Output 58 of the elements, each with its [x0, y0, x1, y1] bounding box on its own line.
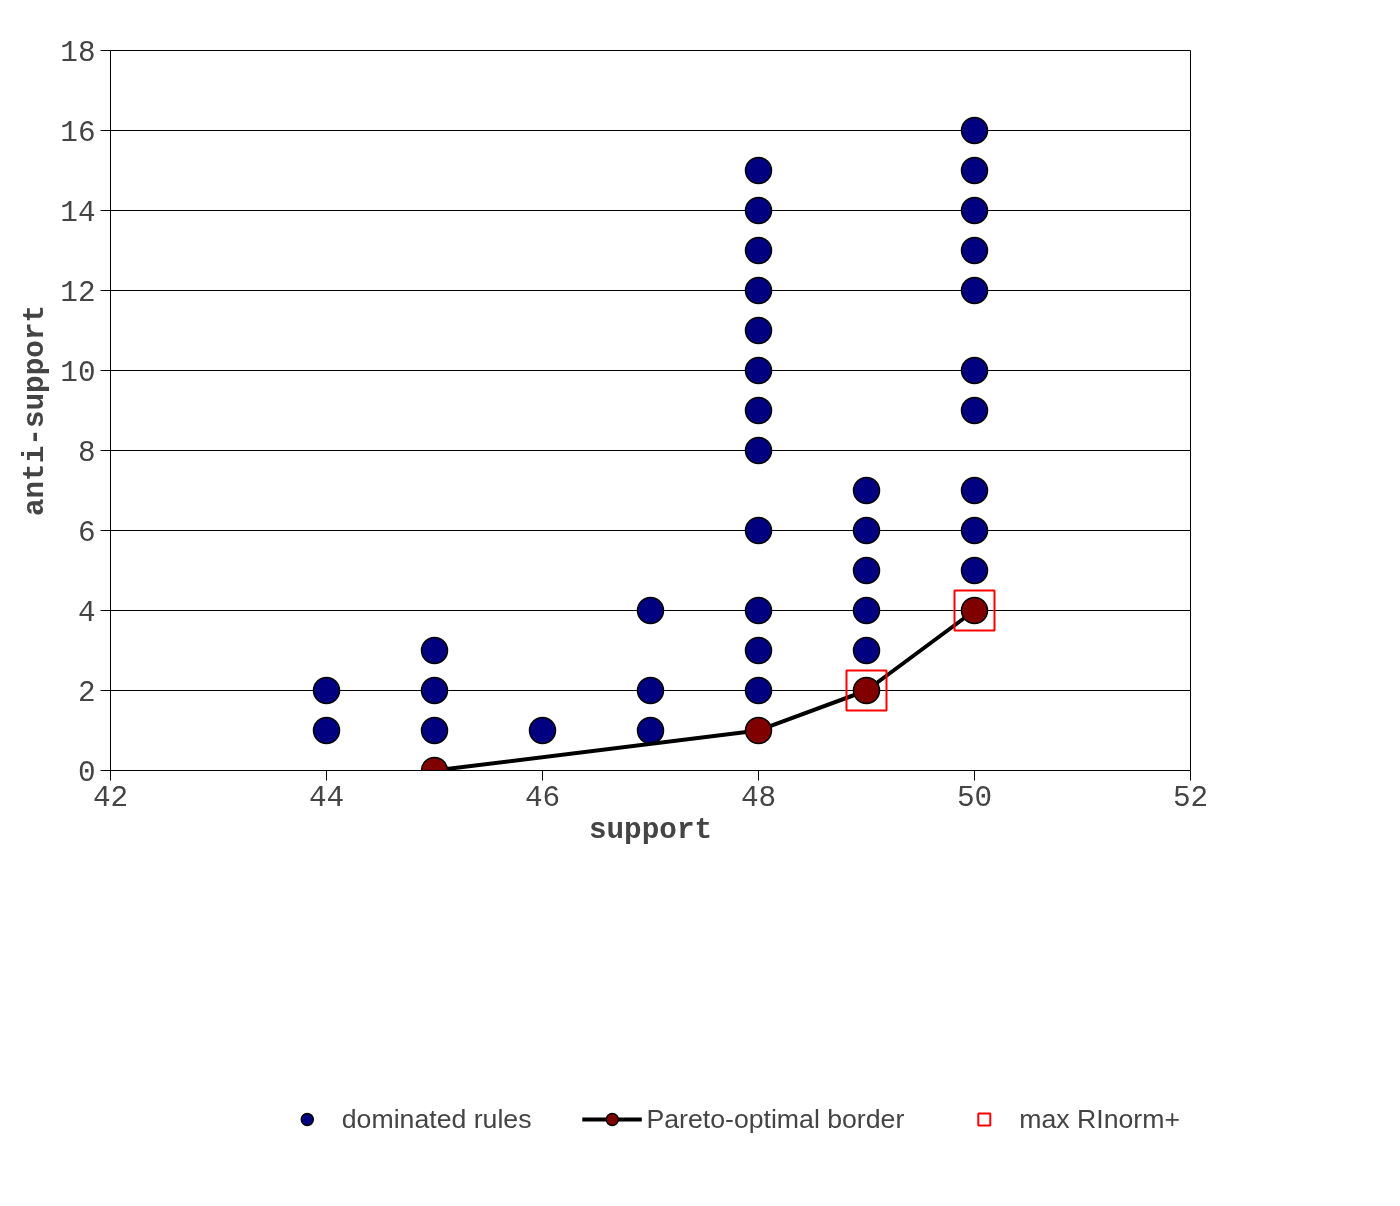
legend-label: dominated rules: [341, 1103, 532, 1135]
point: [744, 596, 773, 625]
point: [960, 156, 989, 185]
y-tick-label: 14: [60, 196, 96, 230]
x-axis-title: support: [588, 813, 713, 847]
legend-label: max RInorm+: [1019, 1103, 1180, 1135]
point: [960, 556, 989, 585]
point: [953, 589, 996, 632]
point: [852, 476, 881, 505]
x-tick-label: 46: [524, 781, 561, 815]
point: [744, 316, 773, 345]
point: [744, 516, 773, 545]
point: [744, 276, 773, 305]
y-tick-label: 16: [60, 116, 96, 150]
point: [744, 436, 773, 465]
point: [852, 556, 881, 585]
x-tick-label: 48: [740, 781, 777, 815]
x-tick-label: 44: [308, 781, 345, 815]
y-tick-label: 2: [77, 676, 96, 710]
point: [744, 396, 773, 425]
y-tick-label: 18: [60, 36, 96, 70]
point: [744, 236, 773, 265]
point: [852, 596, 881, 625]
point: [636, 676, 665, 705]
point: [744, 636, 773, 665]
point: [960, 276, 989, 305]
x-tick-label: 50: [956, 781, 993, 815]
y-tick-label: 12: [60, 276, 96, 310]
point: [960, 476, 989, 505]
point: [744, 716, 773, 745]
point: [744, 196, 773, 225]
y-tick-label: 8: [77, 436, 96, 470]
point: [960, 236, 989, 265]
point: [960, 396, 989, 425]
point: [312, 716, 341, 745]
point: [636, 716, 665, 745]
point: [960, 356, 989, 385]
y-tick-label: 6: [77, 516, 96, 550]
point: [744, 676, 773, 705]
point: [744, 356, 773, 385]
point: [420, 716, 449, 745]
point: [528, 716, 557, 745]
point: [852, 636, 881, 665]
point: [636, 596, 665, 625]
point: [852, 516, 881, 545]
legend-label: Pareto-optimal border: [646, 1103, 905, 1135]
point: [960, 196, 989, 225]
point: [312, 676, 341, 705]
y-tick-label: 4: [77, 596, 96, 630]
y-tick-label: 10: [60, 356, 96, 390]
point: [960, 516, 989, 545]
point: [420, 676, 449, 705]
x-tick-label: 52: [1172, 781, 1209, 815]
point: [845, 669, 888, 712]
point: [420, 636, 449, 665]
y-axis-title: anti-support: [19, 304, 53, 517]
point: [960, 116, 989, 145]
point: [744, 156, 773, 185]
